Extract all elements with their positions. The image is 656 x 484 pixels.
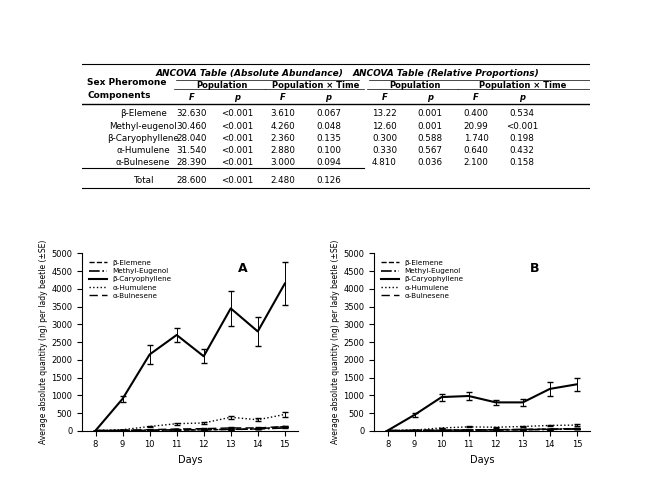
Text: 31.540: 31.540	[176, 146, 207, 155]
Text: 4.810: 4.810	[372, 158, 397, 167]
Y-axis label: Average absolute quantity (ng) per lady beetle (±SE): Average absolute quantity (ng) per lady …	[39, 240, 49, 444]
Text: 0.094: 0.094	[316, 158, 341, 167]
Text: 0.135: 0.135	[316, 134, 341, 143]
Text: Components: Components	[87, 91, 151, 100]
Text: F: F	[473, 93, 479, 102]
Text: 2.100: 2.100	[464, 158, 489, 167]
Text: 12.60: 12.60	[372, 121, 397, 131]
Text: 0.001: 0.001	[418, 109, 443, 119]
Text: β-Elemene: β-Elemene	[119, 109, 167, 119]
Text: <0.001: <0.001	[221, 121, 253, 131]
Text: 0.588: 0.588	[418, 134, 443, 143]
Text: 2.480: 2.480	[270, 176, 295, 184]
Text: 28.390: 28.390	[176, 158, 207, 167]
Text: A: A	[237, 262, 247, 275]
Text: Methyl-eugenol: Methyl-eugenol	[109, 121, 177, 131]
Text: F: F	[382, 93, 388, 102]
Text: Population: Population	[389, 80, 441, 90]
X-axis label: Days: Days	[178, 455, 203, 465]
Text: 0.048: 0.048	[316, 121, 341, 131]
Y-axis label: Average absolute quantity (ng) per lady beetle (±SE): Average absolute quantity (ng) per lady …	[331, 240, 340, 444]
Legend: β-Elemene, Methyl-Eugenol, β-Caryophyllene, α-Humulene, α-Bulnesene: β-Elemene, Methyl-Eugenol, β-Caryophylle…	[86, 257, 174, 302]
X-axis label: Days: Days	[470, 455, 495, 465]
Text: <0.001: <0.001	[506, 121, 538, 131]
Text: 3.610: 3.610	[270, 109, 295, 119]
Text: Population: Population	[196, 80, 247, 90]
Text: p: p	[519, 93, 525, 102]
Text: 0.330: 0.330	[372, 146, 397, 155]
Text: 2.360: 2.360	[270, 134, 295, 143]
Text: B: B	[530, 262, 539, 275]
Text: 0.158: 0.158	[509, 158, 534, 167]
Text: Population × Time: Population × Time	[480, 80, 567, 90]
Text: Total: Total	[133, 176, 154, 184]
Text: 0.567: 0.567	[418, 146, 443, 155]
Text: p: p	[325, 93, 331, 102]
Text: p: p	[427, 93, 433, 102]
Text: Sex Pheromone: Sex Pheromone	[87, 78, 167, 87]
Text: 2.880: 2.880	[270, 146, 295, 155]
Text: 28.040: 28.040	[176, 134, 207, 143]
Text: F: F	[188, 93, 194, 102]
Text: 0.100: 0.100	[316, 146, 341, 155]
Text: 0.640: 0.640	[464, 146, 489, 155]
Text: 1.740: 1.740	[464, 134, 489, 143]
Text: <0.001: <0.001	[221, 134, 253, 143]
Text: 0.126: 0.126	[316, 176, 341, 184]
Text: 0.432: 0.432	[509, 146, 534, 155]
Text: 0.036: 0.036	[418, 158, 443, 167]
Text: <0.001: <0.001	[221, 146, 253, 155]
Text: 0.300: 0.300	[372, 134, 397, 143]
Text: ANCOVA Table (Absolute Abundance): ANCOVA Table (Absolute Abundance)	[156, 69, 344, 78]
Text: F: F	[280, 93, 286, 102]
Text: β-Caryophyllene: β-Caryophyllene	[107, 134, 179, 143]
Text: ANCOVA Table (Relative Proportions): ANCOVA Table (Relative Proportions)	[352, 69, 539, 78]
Text: 0.067: 0.067	[316, 109, 341, 119]
Text: 3.000: 3.000	[270, 158, 295, 167]
Text: 32.630: 32.630	[176, 109, 207, 119]
Text: 30.460: 30.460	[176, 121, 207, 131]
Text: 20.99: 20.99	[464, 121, 488, 131]
Text: 0.534: 0.534	[509, 109, 534, 119]
Text: 4.260: 4.260	[270, 121, 295, 131]
Text: α-Bulnesene: α-Bulnesene	[116, 158, 170, 167]
Text: p: p	[234, 93, 240, 102]
Text: <0.001: <0.001	[221, 158, 253, 167]
Text: α-Humulene: α-Humulene	[116, 146, 170, 155]
Text: <0.001: <0.001	[221, 176, 253, 184]
Text: 0.198: 0.198	[509, 134, 534, 143]
Text: 28.600: 28.600	[176, 176, 207, 184]
Text: 13.22: 13.22	[372, 109, 397, 119]
Text: <0.001: <0.001	[221, 109, 253, 119]
Text: 0.400: 0.400	[464, 109, 489, 119]
Legend: β-Elemene, Methyl-Eugenol, β-Caryophyllene, α-Humulene, α-Bulnesene: β-Elemene, Methyl-Eugenol, β-Caryophylle…	[378, 257, 466, 302]
Text: 0.001: 0.001	[418, 121, 443, 131]
Text: Population × Time: Population × Time	[272, 80, 359, 90]
